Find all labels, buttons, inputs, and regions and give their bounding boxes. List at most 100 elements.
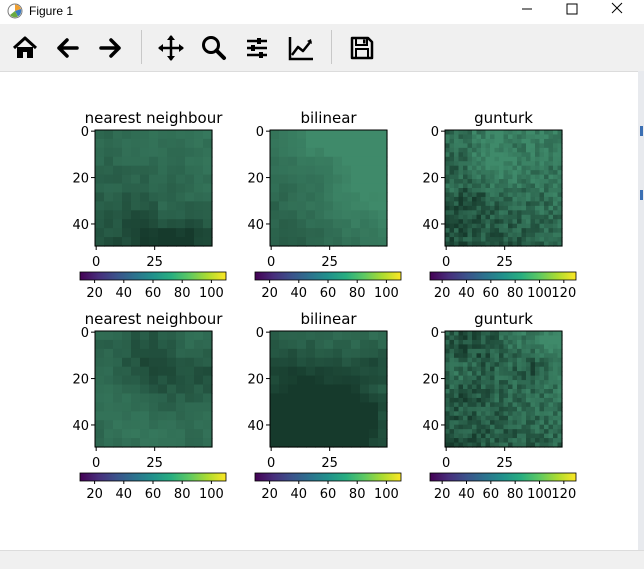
colorbar <box>79 472 227 482</box>
back-button[interactable] <box>53 33 83 63</box>
colorbar-tick-label: 80 <box>349 286 366 301</box>
toolbar-separator <box>331 30 332 64</box>
image-plot <box>95 331 213 448</box>
colorbar-tick-label: 20 <box>434 286 451 301</box>
home-icon <box>12 36 38 58</box>
x-tick-label: 0 <box>442 456 450 471</box>
image-plot <box>270 331 388 448</box>
subplot-panel: gunturk 0 20 40 0 25 20 40 60 80 100 120 <box>422 310 577 502</box>
y-tick-label: 40 <box>72 419 89 434</box>
subplot-title: nearest neighbour <box>85 109 224 127</box>
figure-canvas[interactable]: nearest neighbour 0 20 40 0 25 20 40 60 80 100 bili… <box>0 72 644 550</box>
save-button[interactable] <box>347 33 377 63</box>
x-tick-label: 25 <box>146 456 163 471</box>
colorbar-tick-label: 40 <box>291 487 308 502</box>
colorbar-tick-label: 80 <box>349 487 366 502</box>
colorbar-tick-label: 80 <box>174 487 191 502</box>
colorbar-tick-label: 100 <box>199 286 224 301</box>
image-plot <box>445 331 563 448</box>
home-button[interactable] <box>10 33 40 63</box>
colorbar-tick-label: 60 <box>145 487 162 502</box>
minimize-button[interactable] <box>504 0 550 24</box>
colorbar-tick-label: 100 <box>199 487 224 502</box>
toolbar-separator <box>141 30 142 64</box>
colorbar-tick-label: 20 <box>434 487 451 502</box>
desktop-edge-mark <box>640 190 643 200</box>
window-title-bar: Figure 1 <box>0 0 644 24</box>
save-icon <box>350 36 374 60</box>
colorbar-tick-label: 120 <box>551 487 576 502</box>
x-tick-label: 25 <box>496 255 513 270</box>
y-tick-label: 20 <box>72 373 89 388</box>
colorbar-tick-label: 20 <box>86 286 103 301</box>
x-tick-label: 0 <box>267 255 275 270</box>
colorbar-tick-label: 60 <box>483 286 500 301</box>
y-tick-label: 0 <box>256 326 264 341</box>
colorbar-tick-label: 40 <box>291 286 308 301</box>
y-tick-label: 20 <box>72 172 89 187</box>
colorbar-tick-label: 40 <box>116 487 133 502</box>
colorbar-tick-label: 100 <box>527 487 552 502</box>
y-tick-label: 20 <box>422 172 439 187</box>
line-chart-icon <box>288 37 313 61</box>
subplot-panel: gunturk 0 20 40 0 25 20 40 60 80 100 120 <box>422 109 577 301</box>
axes-frame <box>269 129 388 247</box>
colorbar <box>254 271 402 281</box>
colorbar-tick-label: 80 <box>507 286 524 301</box>
subplot-title: gunturk <box>474 310 533 328</box>
y-tick-label: 40 <box>247 419 264 434</box>
y-tick-label: 40 <box>422 419 439 434</box>
window-title: Figure 1 <box>29 4 74 18</box>
colorbar-tick-label: 60 <box>320 487 337 502</box>
colorbar-tick-label: 20 <box>261 286 278 301</box>
colorbar-tick-label: 100 <box>374 286 399 301</box>
colorbar-tick-label: 100 <box>374 487 399 502</box>
x-tick-label: 0 <box>442 255 450 270</box>
y-tick-label: 40 <box>422 218 439 233</box>
arrow-right-icon <box>99 38 121 58</box>
image-plot <box>445 130 563 247</box>
y-tick-label: 0 <box>431 125 439 140</box>
colorbar-tick-label: 120 <box>551 286 576 301</box>
axes-frame <box>269 330 388 448</box>
axes-frame <box>444 330 563 448</box>
colorbar-tick-label: 80 <box>507 487 524 502</box>
axes-frame <box>94 129 213 247</box>
x-tick-label: 0 <box>267 456 275 471</box>
maximize-button[interactable] <box>550 0 596 24</box>
sliders-icon <box>247 38 267 58</box>
close-button[interactable] <box>596 0 642 24</box>
zoom-button[interactable] <box>199 33 229 63</box>
y-tick-label: 0 <box>256 125 264 140</box>
x-tick-label: 0 <box>92 456 100 471</box>
y-tick-label: 0 <box>81 125 89 140</box>
colorbar-tick-label: 20 <box>261 487 278 502</box>
y-tick-label: 20 <box>247 172 264 187</box>
colorbar-tick-label: 100 <box>527 286 552 301</box>
y-tick-label: 20 <box>422 373 439 388</box>
colorbar-tick-label: 40 <box>458 286 475 301</box>
subplot-title: gunturk <box>474 109 533 127</box>
colorbar-tick-label: 20 <box>86 487 103 502</box>
y-tick-label: 0 <box>431 326 439 341</box>
navigation-toolbar <box>0 24 644 72</box>
edit-axes-button[interactable] <box>286 33 316 63</box>
desktop-edge-mark <box>640 126 643 136</box>
colorbar-tick-label: 60 <box>145 286 162 301</box>
x-tick-label: 0 <box>92 255 100 270</box>
colorbar-tick-label: 40 <box>116 286 133 301</box>
y-tick-label: 20 <box>247 373 264 388</box>
pan-button[interactable] <box>156 33 186 63</box>
forward-button[interactable] <box>95 33 125 63</box>
image-plot <box>95 130 213 247</box>
subplot-title: nearest neighbour <box>85 310 224 328</box>
axes-frame <box>444 129 563 247</box>
x-tick-label: 25 <box>321 255 338 270</box>
subplot-panel: bilinear 0 20 40 0 25 20 40 60 80 100 <box>247 310 402 502</box>
colorbar <box>429 271 577 281</box>
axes-frame <box>94 330 213 448</box>
status-bar <box>0 550 644 569</box>
configure-subplots-button[interactable] <box>242 33 272 63</box>
